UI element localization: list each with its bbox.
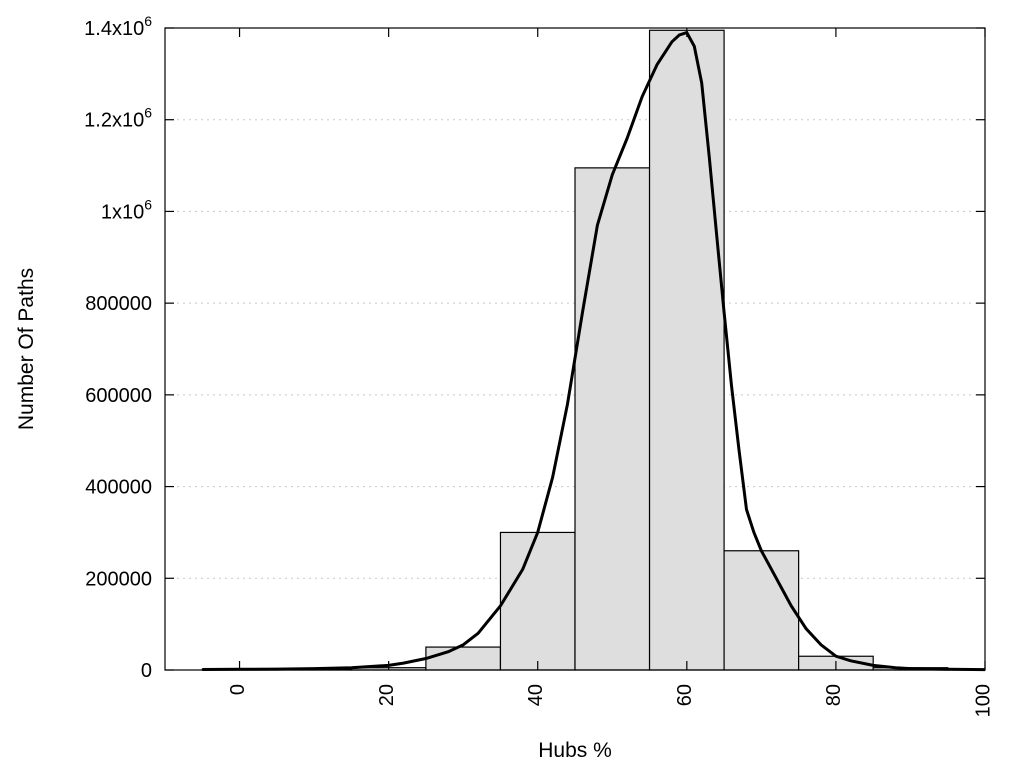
y-axis-label: Number Of Paths [15, 268, 38, 430]
histogram-bar-4 [499, 531, 576, 671]
histogram-bar-7 [723, 550, 800, 671]
x-tick-label-4: 80 [823, 684, 845, 706]
x-tick-label-3: 60 [674, 684, 696, 706]
distribution-curve [202, 30, 986, 672]
y-tick-label-0: 0 [141, 660, 152, 682]
y-tick-label-3: 600000 [85, 385, 152, 407]
histogram-bar-6 [648, 29, 725, 671]
y-axis-ticks: 0 200000 400000 600000 800000 1x106 1.2x106 1.4… [84, 13, 985, 682]
x-tick-label-2: 40 [525, 684, 547, 706]
plot-frame [164, 27, 986, 671]
x-tick-label-1: 20 [376, 684, 398, 706]
y-tick-label-2: 400000 [85, 477, 152, 499]
y-tick-label-7: 1.4x106 [84, 13, 152, 40]
x-axis-ticks: 0 20 40 60 80 100 [227, 28, 994, 717]
y-tick-label-1: 200000 [85, 568, 152, 590]
y-tick-label-4: 800000 [85, 293, 152, 315]
y-tick-label-6: 1.2x106 [84, 105, 152, 132]
x-tick-label-5: 100 [972, 684, 994, 717]
x-tick-label-0: 0 [227, 684, 249, 695]
histogram-bar-3 [425, 646, 502, 671]
histogram-bar-5 [574, 167, 651, 671]
y-tick-label-5: 1x106 [101, 196, 152, 223]
x-axis-label: Hubs % [538, 739, 612, 762]
